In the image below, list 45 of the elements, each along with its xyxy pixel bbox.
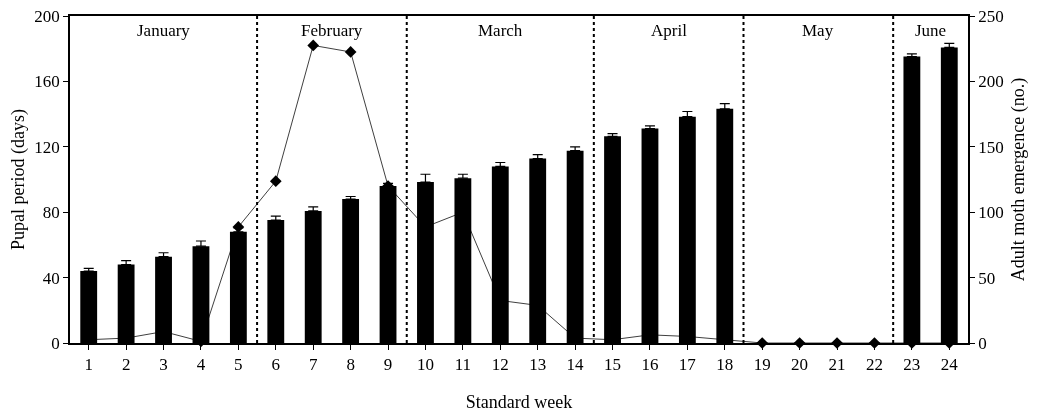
y2-tick-label: 0 [978,333,987,353]
x-tick-label: 21 [828,355,846,375]
x-tick-label: 23 [903,355,921,375]
x-tick-label: 14 [566,355,585,375]
x-tick-label: 6 [271,355,281,375]
x-tick-label: 8 [346,355,355,375]
annotation: March [478,21,523,40]
x-axis-title: Standard week [465,391,573,412]
y2-axis-title: Adult moth emergence (no.) [1007,77,1029,282]
x-tick-label: 10 [416,355,434,375]
y2-tick-label: 150 [978,137,1004,157]
annotation: June [915,21,947,40]
x-tick-label: 11 [454,355,472,375]
y2-tick-label: 250 [978,6,1004,26]
x-tick-label: 12 [491,355,509,375]
x-tick-label: 19 [753,355,771,375]
y-tick-label: 80 [42,203,60,223]
x-tick-label: 18 [716,355,734,375]
x-tick-label: 17 [678,355,697,375]
y-tick-label: 120 [34,137,60,157]
x-tick-label: 9 [383,355,393,375]
y-axis-title: Pupal period (days) [7,109,29,250]
y2-tick-label: 100 [978,203,1004,223]
annotation: February [301,21,363,40]
y2-tick-label: 200 [978,72,1004,92]
x-tick-label: 24 [940,355,959,375]
x-tick-label: 7 [308,355,318,375]
y-tick-label: 0 [51,333,60,353]
annotation: May [802,21,834,40]
x-tick-label: 3 [159,355,168,375]
y2-tick-label: 50 [978,268,996,288]
x-tick-label: 20 [791,355,809,375]
x-tick-label: 13 [529,355,547,375]
x-tick-label: 1 [84,355,93,375]
annotation: April [651,21,688,40]
x-tick-label: 22 [865,355,883,375]
x-tick-label: 16 [641,355,659,375]
x-tick-label: 2 [121,355,131,375]
x-tick-label: 4 [196,355,206,375]
y-tick-label: 200 [34,6,60,26]
x-tick-label: 5 [234,355,243,375]
y-tick-label: 160 [34,72,60,92]
annotation: January [137,21,191,40]
x-tick-label: 15 [604,355,622,375]
y-tick-label: 40 [42,268,60,288]
